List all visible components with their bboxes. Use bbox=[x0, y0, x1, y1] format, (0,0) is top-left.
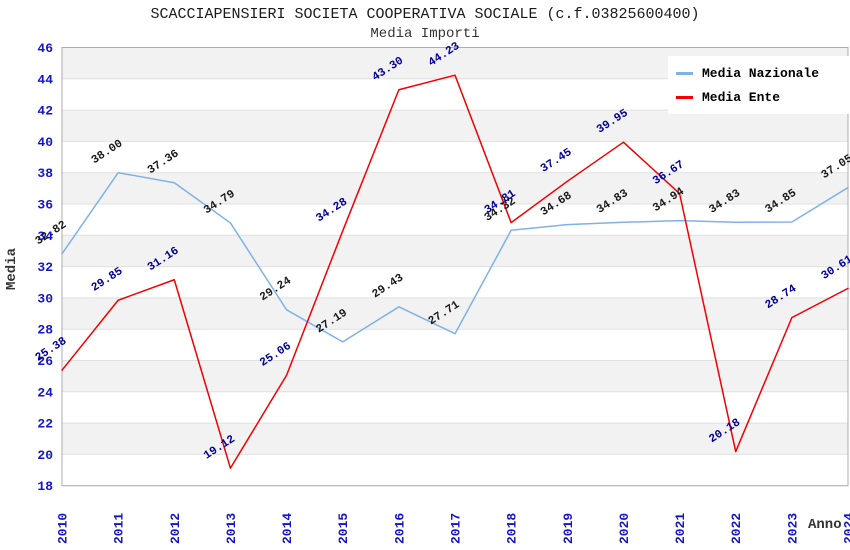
legend-item-media-ente: Media Ente bbox=[676, 85, 850, 109]
x-tick-label: 2024 bbox=[842, 513, 850, 544]
series-line-media-ente bbox=[61, 74, 849, 469]
x-axis-title: Anno bbox=[808, 517, 842, 533]
plot-band bbox=[62, 141, 848, 173]
x-tick-label: 2023 bbox=[785, 513, 800, 544]
x-tick-label: 2019 bbox=[561, 513, 576, 544]
legend-label-media-nazionale: Media Nazionale bbox=[702, 65, 820, 81]
y-tick-label: 18 bbox=[37, 479, 53, 494]
plot-band bbox=[62, 423, 848, 455]
x-tick-label: 2015 bbox=[336, 513, 351, 544]
y-tick-label: 32 bbox=[37, 260, 53, 275]
y-tick-label: 42 bbox=[37, 104, 53, 119]
chart-title: SCACCIAPENSIERI SOCIETA COOPERATIVA SOCI… bbox=[150, 6, 700, 23]
x-tick-label: 2018 bbox=[505, 513, 520, 544]
x-tick-label: 2010 bbox=[56, 513, 71, 544]
x-tick-label: 2022 bbox=[729, 513, 744, 544]
y-tick-label: 40 bbox=[37, 135, 53, 150]
legend-label-media-ente: Media Ente bbox=[702, 89, 781, 105]
x-tick-label: 2014 bbox=[280, 513, 295, 544]
plot-band bbox=[62, 172, 848, 204]
x-tick-label: 2016 bbox=[392, 513, 407, 544]
y-tick-label: 34 bbox=[37, 229, 53, 244]
y-tick-label: 20 bbox=[37, 448, 53, 463]
plot-band bbox=[62, 204, 848, 236]
plot-band bbox=[62, 391, 848, 424]
x-tick-label: 2021 bbox=[673, 513, 688, 544]
x-tick-label: 2017 bbox=[449, 513, 464, 544]
y-tick-label: 38 bbox=[37, 166, 53, 181]
media-nazionale-line-swatch-icon bbox=[676, 71, 693, 75]
chart-subtitle: Media Importi bbox=[370, 26, 480, 42]
legend: Media Nazionale Media Ente bbox=[668, 56, 850, 114]
y-axis-title: Media bbox=[4, 248, 20, 291]
media-ente-line-swatch-icon bbox=[676, 95, 693, 99]
y-tick-label: 46 bbox=[37, 41, 53, 56]
y-tick-label: 36 bbox=[37, 198, 53, 213]
plot-border bbox=[61, 47, 849, 487]
y-tick-label: 26 bbox=[37, 354, 53, 369]
y-tick-label: 22 bbox=[37, 417, 53, 432]
plot-band bbox=[62, 360, 848, 392]
plot-band bbox=[62, 454, 848, 486]
plot-band bbox=[62, 110, 848, 142]
y-tick-label: 30 bbox=[37, 291, 53, 306]
x-tick-label: 2020 bbox=[617, 513, 632, 544]
plot-band bbox=[62, 266, 848, 298]
legend-item-media-nazionale: Media Nazionale bbox=[676, 61, 850, 85]
plot-band bbox=[62, 297, 848, 330]
plot-band bbox=[62, 235, 848, 267]
y-tick-label: 24 bbox=[37, 385, 53, 400]
series-line-media-nazionale bbox=[61, 171, 849, 343]
x-tick-label: 2012 bbox=[168, 513, 183, 544]
y-tick-label: 28 bbox=[37, 323, 53, 338]
x-tick-label: 2011 bbox=[112, 513, 127, 544]
y-tick-label: 44 bbox=[37, 72, 53, 87]
x-tick-label: 2013 bbox=[224, 513, 239, 544]
